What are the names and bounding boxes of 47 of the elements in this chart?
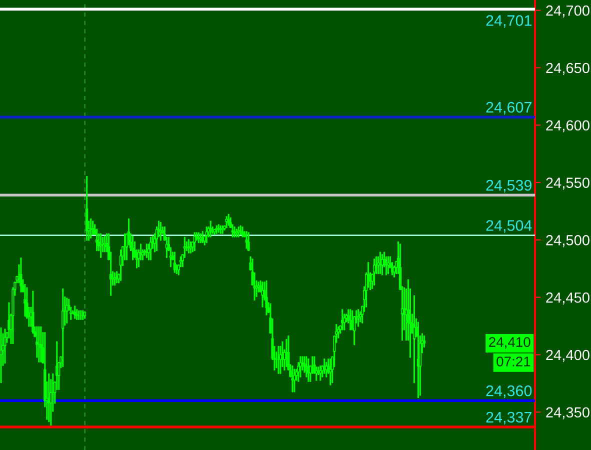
ref-line-label: 24,607 <box>486 102 532 114</box>
ref-line-label: 24,337 <box>486 412 532 424</box>
candlestick <box>32 290 34 334</box>
candlestick <box>209 220 212 238</box>
y-tick-label: 24,700 <box>546 5 590 18</box>
candlestick <box>173 252 176 273</box>
candlestick <box>149 236 152 260</box>
candlestick <box>193 232 196 252</box>
candlestick <box>189 241 192 254</box>
candlestick <box>241 226 244 238</box>
y-tick-label: 24,600 <box>546 120 590 132</box>
ref-line-label: 24,539 <box>486 180 532 193</box>
candlestick <box>92 220 94 235</box>
candlestick <box>217 224 220 233</box>
candlestick <box>245 231 248 249</box>
candlestick <box>20 258 22 292</box>
y-tick-label: 24,650 <box>546 62 590 75</box>
candlestick <box>227 214 230 226</box>
candlestick <box>293 368 296 392</box>
annotation: 07:21 <box>496 356 530 366</box>
ref-line-label: 24,504 <box>486 220 532 233</box>
candlestick <box>221 225 224 234</box>
y-tick-label: 24,450 <box>546 292 590 304</box>
candlestick <box>99 233 102 258</box>
candlestick <box>74 306 76 319</box>
candlestick <box>357 309 360 327</box>
candlestick <box>372 258 376 286</box>
candlestick <box>62 288 64 367</box>
candlestick <box>86 176 88 241</box>
y-tick-label: 24,550 <box>546 178 590 190</box>
candlestick <box>247 232 250 252</box>
y-tick-label: 24,350 <box>546 407 590 420</box>
ref-line-label: 24,360 <box>486 385 532 398</box>
candlestick <box>329 358 332 386</box>
candlestick <box>70 306 72 320</box>
candlestick <box>40 326 42 362</box>
annotation: 24,410 <box>489 337 530 349</box>
y-tick-label: 24,500 <box>546 235 590 248</box>
candlestick <box>119 249 122 281</box>
candlestick <box>205 226 208 243</box>
candlestick <box>76 309 78 320</box>
candlestick <box>24 284 26 316</box>
ref-line-label: 24,701 <box>486 15 532 28</box>
candlestick <box>265 280 268 316</box>
candlestick <box>319 365 322 381</box>
candlestick <box>131 236 134 260</box>
y-tick-label: 24,400 <box>546 350 590 362</box>
